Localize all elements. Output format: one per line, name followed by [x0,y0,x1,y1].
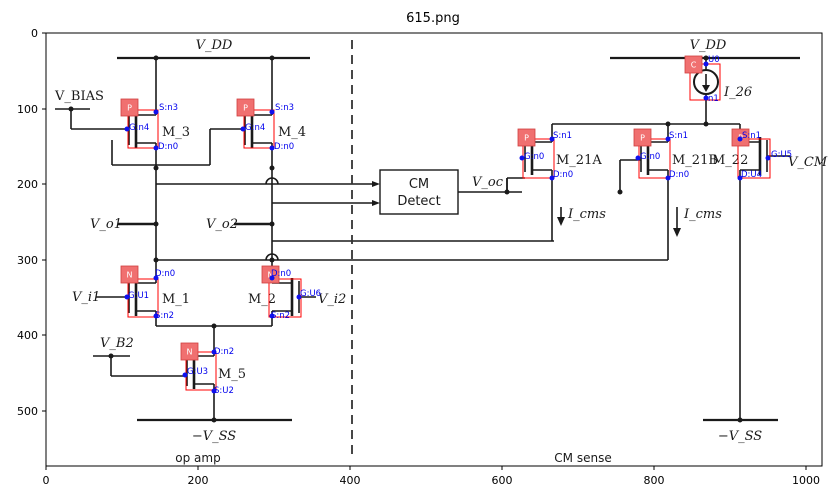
m22-label: M_22 [712,153,748,168]
y-tick-label: 0 [31,27,38,40]
icms-a-label: I_cms [567,207,606,222]
annotation-m1: N D:n0 G:U1 S:n2 [120,265,175,321]
vi2-label: V_i2 [318,292,346,307]
x-tick-label: 1000 [792,474,820,487]
m3-label: M_3 [162,125,190,140]
pin-label: S:n1 [669,131,688,141]
annotation-type: P [127,104,132,113]
vo2-label: V_o2 [206,217,238,232]
cm-detect-line1: CM [409,177,429,192]
vo1-label: V_o1 [90,217,122,232]
plot-frame [45,32,823,467]
figure-title: 615.png [406,11,460,26]
pin-label: G:n4 [245,123,265,133]
x-tick-label: 200 [188,474,209,487]
pin-label: S:n3 [275,103,294,113]
m21a-label: M_21A [556,153,602,168]
cm-detect-line2: Detect [397,194,440,209]
pin-label: S:n1 [742,131,761,141]
cm-detect-block [379,169,459,215]
pin-label: G:U5 [771,150,792,160]
annotation-type: C [691,61,697,70]
m2-label: M_2 [248,292,276,307]
pin-label: G:U6 [300,289,321,299]
vss-right-label: −V_SS [718,429,762,444]
op-amp-section-label: op amp [175,451,220,465]
pin-label: S:n1 [553,131,572,141]
x-tick-label: 0 [43,474,50,487]
vbias-label: V_BIAS [54,89,104,104]
y-axis: 0 100 200 300 400 500 [17,27,46,418]
pin-label: D:n0 [271,269,291,279]
vcm-label: V_CM [788,155,828,170]
vss-left-label: −V_SS [192,429,236,444]
x-tick-label: 600 [492,474,513,487]
icms-b-label: I_cms [683,207,722,222]
transistor-m1: M_1 [128,260,190,326]
annotation-type: P [640,134,645,143]
annotation-type: P [524,134,529,143]
pin-label: U0 [708,55,720,65]
pin-label: D:n0 [553,170,573,180]
pin-label: S:n2 [155,311,174,321]
annotation-layer: P S:n3 G:n4 D:n0 P S:n3 G:n4 D:n0 N D:n0… [120,55,792,396]
x-tick-label: 400 [340,474,361,487]
pin-label: S:n2 [271,311,290,321]
pin-label: D:n0 [158,142,178,152]
annotation-type: N [187,348,193,357]
m4-label: M_4 [278,125,306,140]
y-tick-label: 100 [17,103,38,116]
pin-label: G:n4 [129,123,149,133]
pin-label: D:n0 [669,170,689,180]
vdd-right-label: V_DD [690,38,727,53]
pin-label: S:n3 [159,103,178,113]
i26-label: I_26 [723,85,752,100]
pin-label: D:U4 [741,170,762,180]
m1-label: M_1 [162,292,190,307]
m21b-label: M_21B [672,153,718,168]
annotation-m21a: P S:n1 G:n0 D:n0 [517,128,573,181]
annotation-i26: C U0 n1 [684,55,721,104]
annotation-m4: P S:n3 G:n4 D:n0 [236,98,294,152]
vb2-label: V_B2 [100,336,134,351]
annotation-type: N [127,271,133,280]
current-source-i26: I_26 [693,58,752,124]
y-tick-label: 500 [17,405,38,418]
voc-label: V_oc [472,175,504,190]
annotation-type: P [243,104,248,113]
pin-label: n1 [708,94,719,104]
annotation-m3: P S:n3 G:n4 D:n0 [120,98,178,152]
annotation-m5: N D:n2 G:U3 S:U2 [180,342,234,396]
annotation-type: N [268,271,274,280]
pin-label: G:n0 [524,152,544,162]
vdd-left-label: V_DD [196,38,233,53]
pin-label: G:U3 [187,367,208,377]
annotation-m2: N D:n0 G:U6 S:n2 [261,265,321,321]
pin-label: D:n0 [155,269,175,279]
pin-label: D:n2 [214,347,234,357]
cm-sense-section-label: CM sense [554,451,611,465]
y-tick-label: 200 [17,178,38,191]
pin-label: D:n0 [274,142,294,152]
vi1-label: V_i1 [72,290,100,305]
annotation-m22: P S:n1 G:U5 D:U4 [731,128,792,181]
pin-label: S:U2 [214,386,234,396]
op-amp-section: V_DD V_BIAS M_3 M_4 [54,38,554,465]
pin-label: G:n0 [640,152,660,162]
m5-label: M_5 [218,367,246,382]
pin-label: G:U1 [128,291,149,301]
x-tick-label: 800 [644,474,665,487]
annotation-m21b: P S:n1 G:n0 D:n0 [633,128,689,181]
x-axis: 0 200 400 600 800 1000 [43,466,820,487]
y-tick-label: 300 [17,254,38,267]
y-tick-label: 400 [17,329,38,342]
